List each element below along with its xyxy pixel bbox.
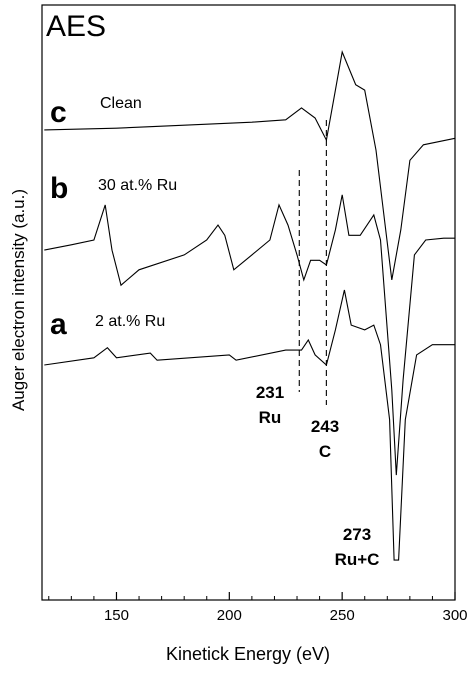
panel-label: AES — [46, 10, 106, 43]
annotation-value: 273 — [343, 525, 371, 544]
y-axis-label: Auger electron intensity (a.u.) — [9, 189, 28, 411]
x-tick-label: 300 — [442, 607, 467, 624]
plot-frame — [41, 4, 456, 601]
series-letter: b — [50, 172, 68, 205]
series-letter: a — [50, 308, 67, 341]
series-name: 30 at.% Ru — [98, 177, 177, 194]
x-tick-label: 250 — [330, 607, 355, 624]
x-axis-label: Kinetick Energy (eV) — [166, 644, 330, 664]
annotation-label: C — [319, 442, 331, 461]
x-tick-label: 200 — [217, 607, 242, 624]
annotation-value: 231 — [256, 383, 284, 402]
series-name: Clean — [100, 95, 142, 112]
spectrum-line — [44, 289, 455, 561]
annotation-label: Ru — [259, 408, 282, 427]
series-name: 2 at.% Ru — [95, 313, 165, 330]
spectrum-line — [44, 50, 456, 280]
x-tick-label: 150 — [104, 607, 129, 624]
annotation-label: Ru+C — [335, 550, 380, 569]
annotation-value: 243 — [311, 417, 339, 436]
series-letter: c — [50, 96, 67, 129]
spectrum-line — [44, 194, 455, 476]
